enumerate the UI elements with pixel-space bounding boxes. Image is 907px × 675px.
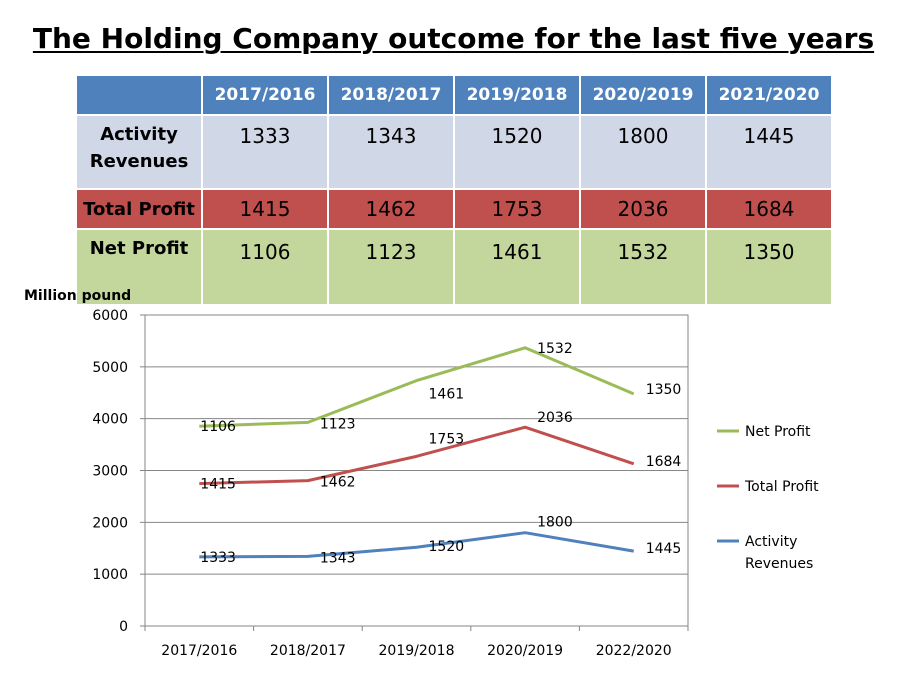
data-label: 1445 <box>646 541 682 557</box>
table-cell: 1343 <box>327 114 455 190</box>
row-label: Total Profit <box>75 188 203 230</box>
table-cell: 1445 <box>705 114 833 190</box>
column-header: 2019/2018 <box>453 74 581 116</box>
x-tick-label: 2017/2016 <box>161 643 237 659</box>
row-label: Net Profit <box>75 228 203 306</box>
y-tick-label: 6000 <box>92 308 128 324</box>
table-cell: 1753 <box>453 188 581 230</box>
series-line <box>199 425 635 486</box>
data-label: 1123 <box>320 416 356 432</box>
data-label: 1800 <box>537 515 573 531</box>
y-tick-label: 0 <box>119 619 128 635</box>
data-label: 1532 <box>537 341 573 357</box>
summary-table: 2017/2016 2018/2017 2019/2018 2020/2019 … <box>75 74 833 306</box>
data-label: 1415 <box>200 477 236 493</box>
series-line <box>199 531 634 559</box>
table-header-row: 2017/2016 2018/2017 2019/2018 2020/2019 … <box>75 74 833 116</box>
table-cell: 1520 <box>453 114 581 190</box>
table-cell: 1800 <box>579 114 707 190</box>
series-line <box>199 346 635 428</box>
table-row-activity-revenues: Activity Revenues 1333 1343 1520 1800 14… <box>75 114 833 190</box>
table-cell: 1333 <box>201 114 329 190</box>
table-cell: 1532 <box>579 228 707 306</box>
column-header: 2020/2019 <box>579 74 707 116</box>
data-label: 1106 <box>200 419 236 435</box>
data-label: 1684 <box>646 454 682 470</box>
table-cell: 1106 <box>201 228 329 306</box>
x-tick-label: 2020/2019 <box>487 643 563 659</box>
y-axis-label: Million pound <box>24 288 132 304</box>
y-tick-label: 4000 <box>92 412 128 428</box>
column-header: 2021/2020 <box>705 74 833 116</box>
data-label: 1350 <box>646 382 682 398</box>
x-tick-label: 2018/2017 <box>270 643 346 659</box>
y-tick-label: 5000 <box>92 360 128 376</box>
table-cell: 1415 <box>201 188 329 230</box>
row-label: Activity Revenues <box>75 114 203 190</box>
legend-label: Activity Revenues <box>745 534 813 572</box>
table-row-total-profit: Total Profit 1415 1462 1753 2036 1684 <box>75 188 833 230</box>
x-tick-label: 2019/2018 <box>379 643 455 659</box>
data-label: 1333 <box>200 550 236 566</box>
legend-label: Net Profit <box>745 424 811 440</box>
table-cell: 2036 <box>579 188 707 230</box>
data-label: 1343 <box>320 550 356 566</box>
data-label: 1462 <box>320 475 356 491</box>
y-tick-label: 2000 <box>92 515 128 531</box>
data-label: 1520 <box>429 539 465 555</box>
data-label: 1461 <box>429 387 465 403</box>
table-cell: 1350 <box>705 228 833 306</box>
data-label: 1753 <box>429 431 465 447</box>
column-header: 2018/2017 <box>327 74 455 116</box>
column-header: 2017/2016 <box>201 74 329 116</box>
data-label: 2036 <box>537 410 573 426</box>
y-tick-label: 1000 <box>92 567 128 583</box>
table-row-net-profit: Net Profit 1106 1123 1461 1532 1350 <box>75 228 833 306</box>
table-cell: 1123 <box>327 228 455 306</box>
table-cell: 1461 <box>453 228 581 306</box>
y-tick-label: 3000 <box>92 464 128 480</box>
table-cell: 1684 <box>705 188 833 230</box>
table-corner-cell <box>75 74 203 116</box>
page-title: The Holding Company outcome for the last… <box>32 22 875 55</box>
legend-label: Total Profit <box>744 479 819 495</box>
x-tick-label: 2022/2020 <box>596 643 672 659</box>
table-cell: 1462 <box>327 188 455 230</box>
